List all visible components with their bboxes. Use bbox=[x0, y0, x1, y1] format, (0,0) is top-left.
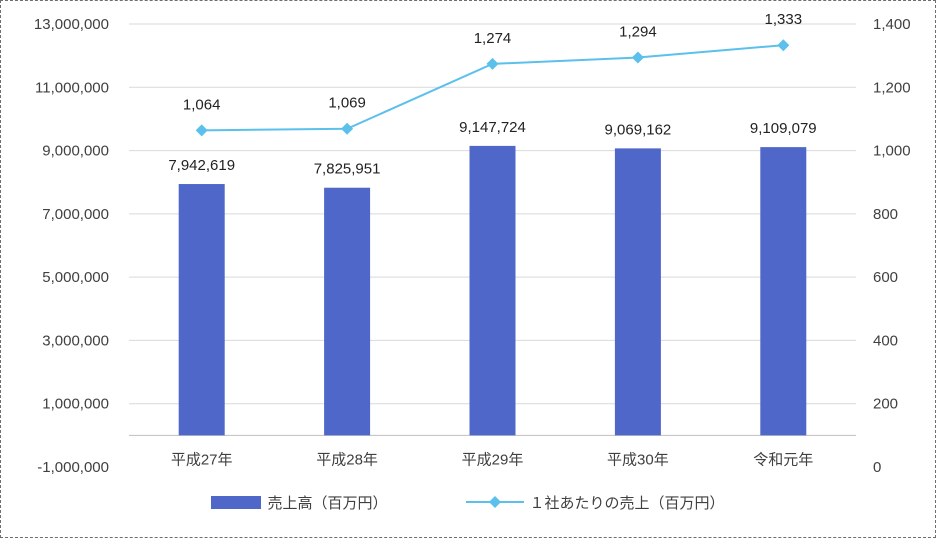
x-tick-label: 平成29年 bbox=[462, 451, 524, 468]
bar-data-label: 9,147,724 bbox=[459, 119, 526, 136]
y-left-tick-label: 13,000,000 bbox=[34, 16, 109, 33]
line-point bbox=[341, 122, 354, 135]
bar bbox=[324, 187, 371, 436]
x-tick-label: 平成28年 bbox=[316, 451, 378, 468]
line-point bbox=[195, 124, 208, 137]
axis-and-data-labels: -1,000,000 1,000,000 3,000,000 5,000,000 7,0… bbox=[34, 11, 911, 476]
y-right-tick-label: 400 bbox=[873, 332, 898, 349]
y-right-tick-label: 200 bbox=[873, 396, 898, 413]
line-point bbox=[777, 39, 790, 52]
legend: 売上高（百万円） １社あたりの売上（百万円） bbox=[1, 489, 935, 515]
y-right-tick-label: 0 bbox=[873, 459, 881, 476]
y-right-tick-label: 1,200 bbox=[873, 79, 911, 96]
y-right-tick-label: 1,000 bbox=[873, 143, 911, 160]
line-data-label: 1,294 bbox=[619, 24, 657, 41]
line-data-label: 1,069 bbox=[328, 95, 366, 112]
y-left-tick-label: 7,000,000 bbox=[42, 206, 109, 223]
legend-line-swatch bbox=[465, 496, 524, 508]
y-left-tick-label: 3,000,000 bbox=[42, 332, 109, 349]
legend-item-bar: 売上高（百万円） bbox=[211, 492, 388, 513]
line-data-label: 1,333 bbox=[765, 11, 803, 28]
line-data-label: 1,274 bbox=[474, 30, 512, 47]
line-point bbox=[631, 51, 644, 64]
legend-bar-label: 売上高（百万円） bbox=[267, 493, 388, 512]
x-tick-label: 令和元年 bbox=[753, 451, 813, 468]
y-left-tick-label: 5,000,000 bbox=[42, 269, 109, 286]
legend-item-line: １社あたりの売上（百万円） bbox=[465, 492, 725, 513]
line-data-label: 1,064 bbox=[183, 96, 221, 113]
y-left-tick-label: -1,000,000 bbox=[37, 459, 109, 476]
bar bbox=[760, 147, 807, 436]
bar-data-label: 7,942,619 bbox=[168, 157, 235, 174]
bar bbox=[469, 145, 516, 436]
y-left-tick-label: 1,000,000 bbox=[42, 396, 109, 413]
bar-series bbox=[178, 145, 807, 436]
legend-bar-swatch bbox=[211, 495, 262, 509]
bar bbox=[614, 148, 661, 436]
bar-data-label: 7,825,951 bbox=[314, 161, 381, 178]
y-left-tick-label: 11,000,000 bbox=[35, 79, 109, 96]
line-series bbox=[195, 39, 790, 137]
y-right-tick-label: 600 bbox=[873, 269, 898, 286]
y-right-tick-label: 1,400 bbox=[873, 16, 911, 33]
line-point bbox=[486, 57, 499, 70]
x-tick-label: 平成27年 bbox=[171, 451, 233, 468]
bar-data-label: 9,069,162 bbox=[605, 121, 672, 138]
bar-data-label: 9,109,079 bbox=[750, 120, 817, 137]
x-tick-label: 平成30年 bbox=[607, 451, 669, 468]
legend-line-label: １社あたりの売上（百万円） bbox=[529, 493, 725, 512]
y-right-tick-label: 800 bbox=[873, 206, 898, 223]
y-left-tick-label: 9,000,000 bbox=[42, 143, 109, 160]
bar bbox=[178, 184, 225, 436]
